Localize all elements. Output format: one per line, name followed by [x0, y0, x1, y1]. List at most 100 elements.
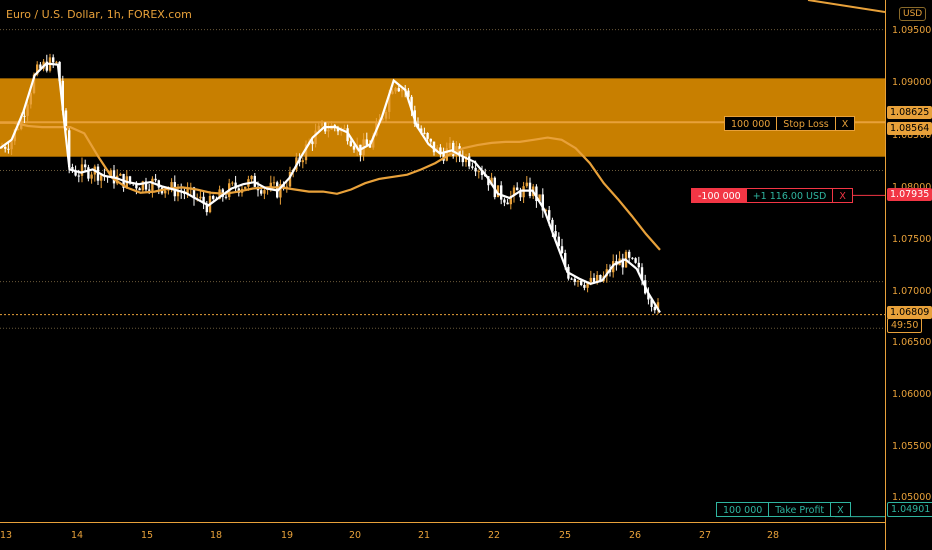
candle-body: [580, 280, 583, 285]
candle-body: [7, 148, 10, 150]
candle-body: [551, 219, 554, 232]
time-tick: 26: [629, 530, 642, 541]
candle-body: [176, 190, 180, 197]
price-tick: 1.09500: [892, 25, 932, 36]
candle-body: [202, 196, 205, 204]
price-tick: 1.05500: [892, 441, 932, 452]
candle-body: [234, 182, 237, 189]
candle-body: [394, 88, 397, 92]
time-tick: 14: [71, 530, 84, 541]
candle-body: [365, 139, 368, 145]
time-tick: 28: [767, 530, 780, 541]
position-qty[interactable]: -100 000: [692, 189, 747, 202]
price-tick: 1.06500: [892, 337, 932, 348]
candle-body: [192, 187, 196, 199]
candle-body: [68, 130, 71, 168]
candle-body: [336, 127, 340, 132]
candle-body: [448, 142, 452, 149]
candle-body: [589, 277, 592, 283]
candle-body: [55, 61, 58, 63]
candle-body: [420, 128, 423, 133]
candle-body: [301, 160, 304, 163]
time-tick: 25: [559, 530, 572, 541]
position-pnl: +1 116.00 USD: [752, 191, 827, 202]
candle-body: [423, 132, 426, 134]
time-tick: 19: [281, 530, 294, 541]
candle-body: [506, 202, 509, 205]
candle-body: [212, 195, 215, 199]
candle-body: [650, 299, 653, 307]
candle-body: [503, 199, 506, 203]
take-profit-qty[interactable]: 100 000: [723, 505, 763, 516]
candle-body: [512, 187, 516, 197]
stop-loss-price-tag: 1.08625: [887, 106, 932, 119]
slow-moving-average: [0, 121, 661, 251]
candle-body: [141, 181, 144, 191]
candle-body: [186, 189, 189, 194]
position-close-button[interactable]: X: [832, 189, 852, 202]
time-tick: 13: [0, 530, 13, 541]
candle-body: [157, 180, 160, 188]
candle-body: [231, 182, 234, 184]
candle-body: [260, 190, 263, 194]
time-tick: 15: [141, 530, 154, 541]
candle-body: [32, 74, 36, 94]
stop-loss-close-button[interactable]: X: [834, 117, 855, 130]
candle-body: [410, 96, 413, 111]
candle-body: [388, 93, 391, 112]
price-tick: 1.09000: [892, 77, 932, 88]
candle-body: [522, 186, 525, 198]
candle-body: [509, 196, 512, 205]
candle-body: [84, 164, 87, 168]
candle-body: [426, 133, 429, 139]
candle-body: [474, 167, 477, 172]
price-tick: 1.05000: [892, 492, 932, 503]
candle-body: [288, 172, 292, 187]
candle-body: [637, 262, 640, 268]
candle-body: [39, 64, 42, 69]
candle-body: [317, 125, 320, 131]
candle-body: [74, 171, 77, 176]
candle-body: [368, 144, 372, 148]
candle-body: [96, 166, 100, 181]
trend-line: [807, 0, 885, 13]
candle-body: [560, 246, 564, 254]
candle-body: [148, 189, 151, 191]
position-price-tag: 1.07935: [887, 188, 932, 201]
stop-loss-label[interactable]: Stop Loss: [776, 117, 834, 130]
last-price-tag: 1.06809: [887, 306, 932, 319]
position-line[interactable]: -100 000 +1 116.00 USD X: [691, 188, 853, 203]
candle-body: [573, 278, 576, 282]
candle-body: [151, 178, 154, 191]
candle-body: [458, 146, 461, 157]
candle-body: [45, 61, 48, 71]
candle-body: [528, 182, 532, 197]
chart-area[interactable]: [0, 0, 885, 522]
candle-body: [656, 302, 660, 311]
take-profit-close-button[interactable]: X: [830, 503, 850, 516]
currency-button[interactable]: USD: [899, 7, 927, 21]
price-tick: 1.06000: [892, 389, 932, 400]
candle-body: [263, 190, 266, 194]
candle-body: [26, 104, 29, 116]
price-axis[interactable]: [885, 0, 932, 550]
take-profit-label[interactable]: Take Profit: [768, 503, 830, 516]
candle-body: [167, 189, 170, 191]
candle-body: [311, 141, 314, 145]
price-tick: 1.07000: [892, 286, 932, 297]
candle-body: [144, 181, 148, 190]
time-axis[interactable]: [0, 522, 885, 550]
time-tick: 18: [210, 530, 223, 541]
candle-body: [439, 147, 442, 154]
candle-body: [576, 280, 580, 282]
candle-body: [500, 185, 503, 200]
stop-loss-qty[interactable]: 100 000: [731, 119, 771, 130]
candle-body: [631, 257, 634, 259]
price-tick: 1.08500: [892, 130, 932, 141]
take-profit-order[interactable]: 100 000 Take Profit X: [716, 502, 851, 517]
candle-body: [269, 182, 272, 189]
symbol-title[interactable]: Euro / U.S. Dollar, 1h, FOREX.com: [6, 8, 192, 21]
candle-body: [170, 182, 173, 190]
price-chart[interactable]: [0, 0, 885, 522]
stop-loss-order[interactable]: 100 000 Stop Loss X: [724, 116, 856, 131]
